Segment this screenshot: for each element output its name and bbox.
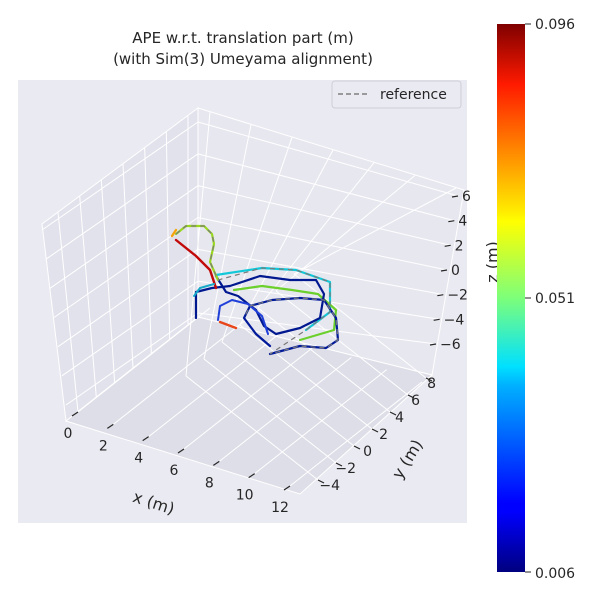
y-tick-label: 8 xyxy=(427,376,436,392)
y-tick-label: 0 xyxy=(363,444,372,460)
y-tick-mark xyxy=(335,462,343,467)
grid-line-z xyxy=(197,217,448,271)
x-tick-mark xyxy=(107,423,114,429)
grid-line-z-left xyxy=(41,121,199,231)
colorbar-label-max: 0.096 xyxy=(535,17,575,33)
y-tick-mark xyxy=(353,445,361,450)
x-tick-mark xyxy=(213,460,220,466)
grid-lines xyxy=(41,111,459,487)
axes-3d-panes xyxy=(41,107,465,495)
trajectory-segment-red xyxy=(174,238,218,290)
z-tick-label: −4 xyxy=(444,312,465,328)
z-tick-mark xyxy=(429,343,437,346)
grid-line-y xyxy=(221,341,355,447)
z-tick-mark xyxy=(444,244,451,247)
grid-line-y xyxy=(293,273,427,379)
grid-line-y-vertical xyxy=(293,187,457,275)
x-tick-mark xyxy=(142,436,149,442)
trajectory-segment-teal xyxy=(193,283,215,297)
grid-line-x-vertical xyxy=(144,147,152,355)
grid-line-z-left xyxy=(45,153,199,260)
x-tick-label: 0 xyxy=(64,426,73,442)
z-tick-mark xyxy=(433,318,440,321)
grid-line-z xyxy=(197,121,459,197)
grid-line-x-vertical xyxy=(57,211,79,413)
grid-line-y xyxy=(275,290,409,396)
trajectory-segment-orange-2 xyxy=(218,320,238,330)
x-tick-mark xyxy=(248,473,255,479)
grid-line-x xyxy=(148,332,281,438)
trajectory-segment-cyan xyxy=(214,266,332,332)
z-tick-label: 6 xyxy=(462,189,471,205)
grid-line-y xyxy=(257,307,391,413)
y-tick-label: −4 xyxy=(319,478,340,494)
grid-line-y-vertical xyxy=(203,124,252,360)
x-tick-label: 12 xyxy=(271,500,289,516)
x-tick-mark xyxy=(177,448,185,454)
z-tick-label: −2 xyxy=(447,288,468,304)
y-tick-mark xyxy=(317,479,325,484)
trajectory-segment-green xyxy=(232,284,338,342)
grid-line-y xyxy=(203,358,337,464)
grid-line-y-vertical xyxy=(221,137,293,343)
chart-title: APE w.r.t. translation part (m) xyxy=(132,29,353,47)
chart-subtitle: (with Sim(3) Umeyama alignment) xyxy=(113,50,373,68)
y-tick-label: 2 xyxy=(379,427,388,443)
z-tick-label: 4 xyxy=(458,214,467,230)
x-tick-mark xyxy=(283,485,291,491)
x-tick-label: 8 xyxy=(205,475,214,491)
z-tick-label: 0 xyxy=(451,263,460,279)
grid-line-y xyxy=(239,324,373,430)
trajectory-segment-orange xyxy=(170,228,178,238)
grid-line-z xyxy=(197,153,455,222)
grid-line-x xyxy=(77,307,211,413)
grid-line-x-vertical xyxy=(79,195,97,398)
colorbar xyxy=(497,24,525,572)
grid-line-x-vertical xyxy=(165,131,171,340)
colorbar-ticks: 0.096 0.051 0.006 xyxy=(525,17,575,582)
y-tick-mark xyxy=(407,394,415,399)
y-tick-mark xyxy=(425,377,433,382)
grid-line-x xyxy=(183,344,317,450)
grid-line-x xyxy=(289,381,423,487)
grid-line-x-vertical xyxy=(100,179,116,384)
z-tick-mark xyxy=(437,294,444,297)
y-tick-label: −2 xyxy=(335,461,356,477)
y-tick-label: 4 xyxy=(395,410,404,426)
z-tick-label: 2 xyxy=(455,238,464,254)
grid-line-x xyxy=(219,356,352,462)
colorbar-label-min: 0.006 xyxy=(535,566,575,582)
y-tick-mark xyxy=(389,411,397,416)
grid-line-z xyxy=(197,248,444,296)
grid-line-y-vertical xyxy=(257,162,375,309)
grid-line-y xyxy=(185,375,319,481)
grid-line-z-left xyxy=(49,185,199,289)
z-tick-label: −6 xyxy=(440,337,461,353)
grid-line-z xyxy=(197,185,451,246)
colorbar-label-mid: 0.051 xyxy=(535,291,575,307)
reference-trajectory xyxy=(175,225,339,355)
grid-line-z xyxy=(197,312,437,345)
grid-line-y-vertical xyxy=(239,149,334,326)
z-tick-mark xyxy=(451,195,459,198)
legend-label-reference: reference xyxy=(380,87,447,103)
grid-line-z-left xyxy=(61,280,199,377)
grid-line-z-left xyxy=(57,248,199,348)
y-tick-label: 6 xyxy=(411,393,420,409)
trajectory-segment-blue xyxy=(217,299,269,335)
x-tick-mark xyxy=(71,411,79,417)
x-tick-label: 10 xyxy=(236,488,254,504)
grid-line-x xyxy=(254,369,387,475)
x-tick-label: 2 xyxy=(99,438,108,454)
y-tick-mark xyxy=(371,428,379,433)
x-tick-label: 6 xyxy=(170,463,179,479)
z-tick-mark xyxy=(448,220,455,223)
z-tick-mark xyxy=(440,269,448,272)
grid-line-z-left xyxy=(65,312,199,406)
legend-box xyxy=(331,80,462,109)
legend: reference xyxy=(331,80,462,109)
x-tick-label: 4 xyxy=(134,451,143,467)
